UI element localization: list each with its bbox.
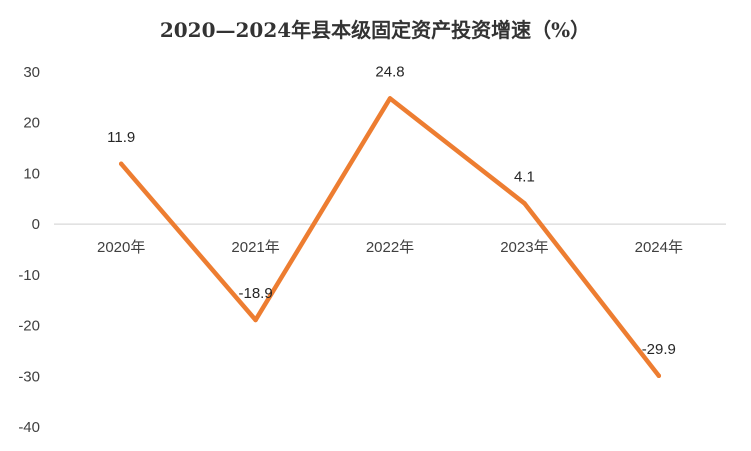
x-axis-tick-labels: 2020年 2021年 2022年 2023年 2024年 <box>97 239 683 256</box>
x-tick-label: 2024年 <box>635 239 683 256</box>
y-tick-label: -20 <box>18 318 40 335</box>
series-line <box>118 96 662 379</box>
x-tick-label: 2020年 <box>97 239 145 256</box>
data-label: -18.9 <box>238 285 272 302</box>
data-point <box>119 161 124 166</box>
data-points <box>119 96 661 378</box>
chart-title: 2020—2024年县本级固定资产投资增速（%） <box>160 18 590 42</box>
data-label: -29.9 <box>642 341 676 358</box>
data-label: 11.9 <box>107 129 135 146</box>
y-tick-label: -40 <box>18 419 40 436</box>
y-tick-label: -10 <box>18 267 40 284</box>
y-tick-label: -30 <box>18 368 40 385</box>
x-tick-label: 2022年 <box>366 239 414 256</box>
x-tick-label: 2023年 <box>500 239 548 256</box>
y-axis-tick-labels: 30 20 10 0 -10 -20 -30 -40 <box>18 64 40 436</box>
data-labels: 11.9 -18.9 24.8 4.1 -29.9 <box>107 63 676 357</box>
data-label: 4.1 <box>514 168 535 185</box>
data-point <box>522 201 527 206</box>
data-label: 24.8 <box>375 63 404 80</box>
data-point <box>253 317 258 323</box>
x-tick-label: 2021年 <box>231 239 279 256</box>
y-tick-label: 20 <box>23 115 40 132</box>
y-tick-label: 0 <box>32 216 40 233</box>
y-tick-label: 10 <box>23 165 40 182</box>
y-tick-label: 30 <box>23 64 40 81</box>
data-point <box>387 96 393 101</box>
data-point <box>656 373 661 378</box>
